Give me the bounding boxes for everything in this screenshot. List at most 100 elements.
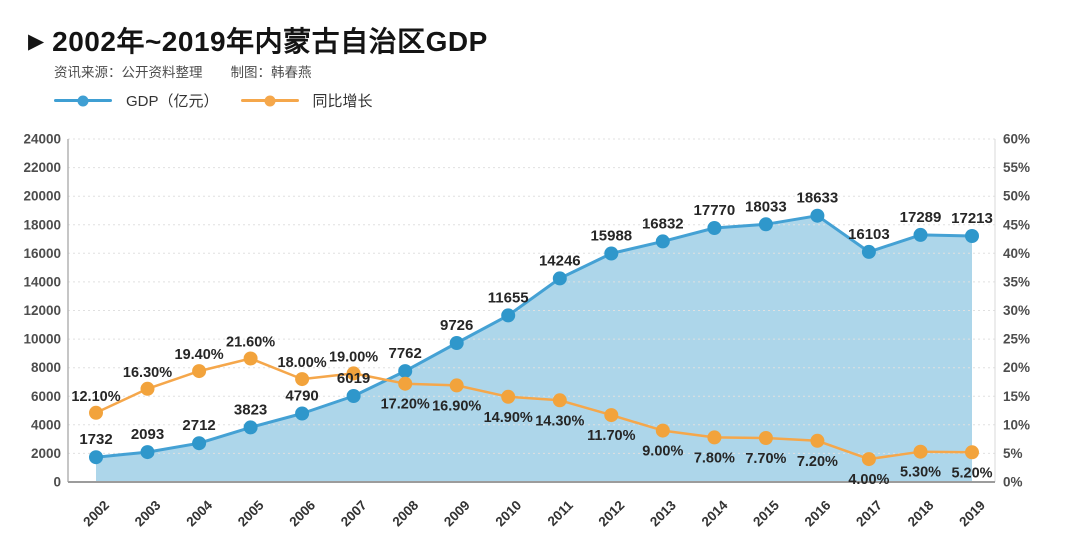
svg-text:19.40%: 19.40% — [175, 347, 224, 363]
svg-text:18633: 18633 — [797, 190, 839, 207]
svg-text:18000: 18000 — [23, 217, 61, 232]
svg-text:14.90%: 14.90% — [484, 410, 533, 426]
legend-item-gdp[interactable]: GDP（亿元） — [54, 90, 219, 111]
svg-text:14246: 14246 — [539, 252, 581, 269]
svg-text:0: 0 — [53, 475, 61, 490]
svg-text:7762: 7762 — [389, 345, 422, 362]
svg-text:4.00%: 4.00% — [848, 472, 889, 488]
svg-text:22000: 22000 — [23, 160, 61, 175]
svg-text:6000: 6000 — [31, 389, 61, 404]
svg-text:2008: 2008 — [389, 497, 421, 529]
source-text: 资讯来源：公开资料整理 — [54, 65, 203, 80]
svg-text:11.70%: 11.70% — [587, 428, 635, 444]
credit-text: 制图：韩春燕 — [230, 65, 312, 80]
growth-value-labels: 12.10%16.30%19.40%21.60%18.00% 19.00% 17.2… — [71, 335, 992, 489]
svg-text:12.10%: 12.10% — [71, 389, 120, 405]
svg-text:0%: 0% — [1003, 475, 1023, 490]
svg-text:2712: 2712 — [182, 417, 215, 434]
svg-text:2093: 2093 — [131, 426, 164, 443]
svg-text:2013: 2013 — [647, 497, 679, 529]
svg-text:15%: 15% — [1003, 389, 1030, 404]
svg-text:35%: 35% — [1003, 274, 1030, 289]
svg-text:2005: 2005 — [235, 497, 267, 529]
svg-text:19.00%: 19.00% — [329, 349, 378, 365]
svg-text:10000: 10000 — [23, 332, 61, 347]
svg-text:7.20%: 7.20% — [797, 454, 838, 470]
svg-text:16.30%: 16.30% — [123, 365, 172, 381]
svg-text:2017: 2017 — [853, 498, 885, 530]
svg-text:14.30%: 14.30% — [535, 413, 584, 429]
svg-text:16.90%: 16.90% — [432, 398, 481, 414]
svg-text:2006: 2006 — [286, 497, 318, 529]
svg-text:5%: 5% — [1003, 446, 1023, 461]
legend-label-growth: 同比增长 — [312, 93, 373, 110]
svg-text:5.30%: 5.30% — [900, 465, 941, 481]
growth-legend-line-icon — [240, 95, 299, 106]
svg-text:2018: 2018 — [905, 497, 937, 529]
svg-text:12000: 12000 — [23, 303, 61, 318]
svg-text:5.20%: 5.20% — [951, 465, 992, 481]
svg-text:10%: 10% — [1003, 417, 1030, 432]
chart-legend: GDP（亿元） 同比增长 — [54, 90, 373, 111]
left-axis-ticks: 0 2000 4000 6000 8000 10000 12000 14000 16000 180… — [23, 132, 61, 490]
growth-markers — [89, 351, 979, 467]
svg-text:2009: 2009 — [441, 498, 473, 530]
svg-text:16103: 16103 — [848, 226, 890, 243]
svg-text:2000: 2000 — [31, 446, 61, 461]
x-axis-ticks: 2002 2003 2004 2005 2006 2007 2008 2009 2010 2011… — [80, 497, 988, 529]
legend-item-growth[interactable]: 同比增长 — [240, 90, 373, 111]
svg-text:2011: 2011 — [545, 497, 577, 529]
svg-text:17289: 17289 — [900, 209, 942, 226]
svg-text:45%: 45% — [1003, 217, 1030, 232]
gdp-value-labels: 1732 2093 2712 3823 4790 6019 7762 9726 11655 142… — [79, 190, 993, 449]
legend-label-gdp: GDP（亿元） — [126, 93, 219, 110]
svg-text:4000: 4000 — [31, 417, 61, 432]
svg-text:17213: 17213 — [951, 210, 993, 227]
svg-text:16000: 16000 — [23, 246, 61, 261]
svg-text:2019: 2019 — [956, 498, 988, 530]
growth-line — [94, 357, 974, 461]
svg-text:7.70%: 7.70% — [745, 451, 786, 467]
svg-text:9726: 9726 — [440, 317, 473, 334]
svg-text:55%: 55% — [1003, 160, 1030, 175]
svg-text:8000: 8000 — [31, 360, 61, 375]
svg-text:30%: 30% — [1003, 303, 1030, 318]
gdp-legend-line-icon — [54, 95, 112, 106]
svg-text:16832: 16832 — [642, 215, 684, 232]
svg-text:21.60%: 21.60% — [226, 335, 275, 351]
svg-text:2003: 2003 — [132, 497, 164, 529]
title-arrow-icon: ▶ — [28, 29, 45, 53]
svg-text:17.20%: 17.20% — [381, 397, 430, 413]
svg-text:4790: 4790 — [285, 388, 318, 405]
svg-text:20000: 20000 — [23, 189, 61, 204]
svg-text:2002: 2002 — [80, 498, 112, 530]
svg-text:14000: 14000 — [23, 274, 61, 289]
svg-text:2014: 2014 — [699, 497, 731, 529]
svg-text:11655: 11655 — [488, 289, 529, 306]
svg-text:40%: 40% — [1003, 246, 1030, 261]
svg-text:15988: 15988 — [590, 228, 632, 245]
svg-text:18.00%: 18.00% — [278, 355, 327, 371]
gdp-line — [94, 214, 974, 459]
svg-text:20%: 20% — [1003, 360, 1030, 375]
chart-header: ▶ 2002年~2019年内蒙古自治区GDP — [28, 20, 488, 60]
svg-text:18033: 18033 — [745, 198, 787, 215]
svg-text:2016: 2016 — [802, 497, 834, 529]
svg-text:50%: 50% — [1003, 189, 1030, 204]
svg-text:24000: 24000 — [23, 132, 61, 147]
svg-text:9.00%: 9.00% — [642, 444, 683, 460]
svg-text:2004: 2004 — [183, 497, 215, 529]
svg-text:17770: 17770 — [694, 202, 736, 219]
gdp-markers — [89, 208, 979, 465]
svg-text:7.80%: 7.80% — [694, 450, 735, 466]
svg-text:2015: 2015 — [750, 497, 782, 529]
svg-text:2012: 2012 — [596, 498, 628, 530]
page-title: 2002年~2019年内蒙古自治区GDP — [52, 26, 488, 57]
svg-text:2007: 2007 — [338, 498, 370, 530]
svg-text:6019: 6019 — [337, 370, 370, 387]
svg-text:2010: 2010 — [492, 498, 524, 530]
right-axis-ticks: 0% 5% 10% 15% 20% 25% 30% 35% 40% 45% 50% 55% 60% — [1003, 132, 1030, 490]
